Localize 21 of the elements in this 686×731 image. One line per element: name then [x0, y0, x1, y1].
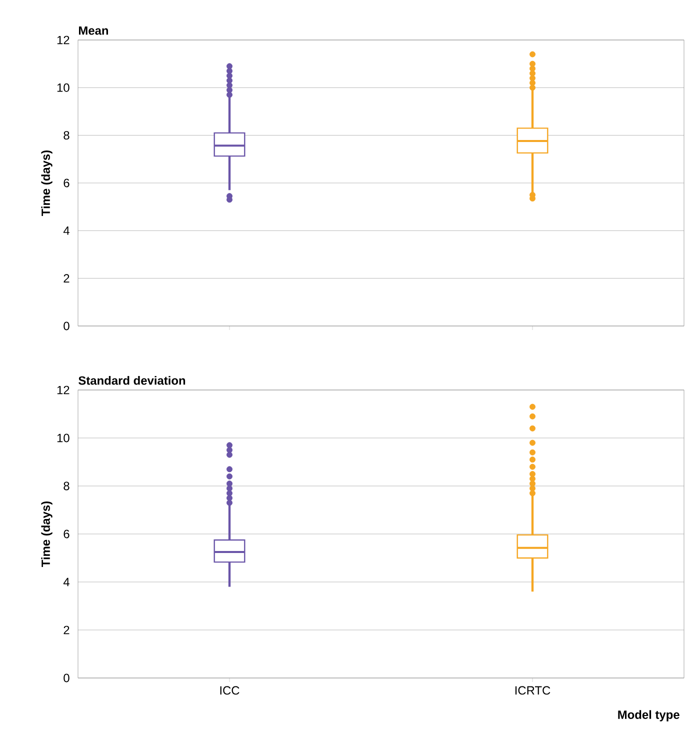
- y-tick-label: 12: [57, 386, 70, 394]
- x-axis-title: Model type: [618, 710, 680, 722]
- y-tick-label: 10: [57, 83, 70, 92]
- y-axis-title: Time (days): [41, 150, 52, 216]
- y-axis-title: Time (days): [41, 501, 52, 567]
- y-tick-label: 0: [64, 674, 70, 682]
- y-tick-label: 0: [64, 322, 70, 330]
- y-tick-label: 10: [57, 434, 70, 442]
- chart-title: Standard deviation: [78, 376, 186, 385]
- y-tick-label: 8: [64, 131, 70, 140]
- y-tick-label: 6: [64, 530, 70, 538]
- chart-title: Mean: [78, 26, 108, 35]
- y-tick-label: 8: [64, 482, 70, 490]
- y-tick-label: 4: [63, 578, 70, 586]
- y-tick-label: 12: [57, 36, 70, 44]
- y-tick-label: 2: [64, 626, 70, 634]
- y-tick-label: 6: [64, 178, 70, 188]
- y-tick-label: 2: [64, 274, 70, 282]
- x-tick-label: ICRTC: [515, 686, 550, 695]
- y-tick-label: 4: [63, 226, 70, 235]
- x-tick-label: ICC: [220, 686, 240, 695]
